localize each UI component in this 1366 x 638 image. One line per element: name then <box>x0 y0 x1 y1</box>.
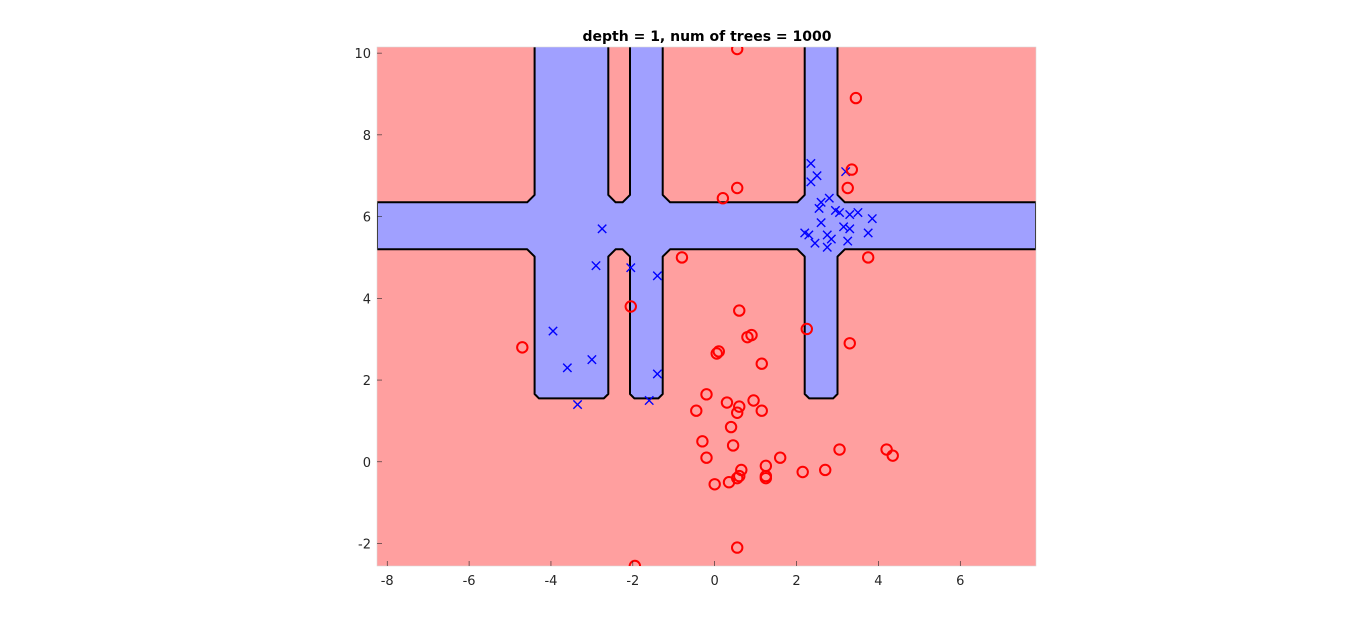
data-point-x <box>863 228 873 238</box>
data-point-o <box>731 47 744 56</box>
data-point-x <box>845 224 855 234</box>
data-point-x <box>816 197 826 207</box>
x-tick-label: -2 <box>626 574 639 589</box>
data-point-o <box>796 465 809 479</box>
data-point-o <box>722 476 736 489</box>
x-tick-label: 4 <box>874 574 882 589</box>
data-point-x <box>562 363 573 373</box>
data-point-o <box>720 396 734 409</box>
data-point-o <box>730 406 744 419</box>
x-axis: -8 -6 -4 -2 0 2 4 6 <box>381 561 964 589</box>
data-point-o <box>696 435 709 448</box>
data-point-o <box>708 478 721 491</box>
series-o <box>516 47 899 566</box>
data-point-x <box>843 236 853 246</box>
data-point-o <box>716 192 730 205</box>
data-point-x <box>806 158 816 169</box>
x-tick-label: 2 <box>792 574 800 589</box>
data-point-x <box>826 234 837 244</box>
data-point-x <box>548 326 558 336</box>
data-point-x <box>626 262 636 273</box>
data-point-o <box>733 400 746 413</box>
plot-area <box>376 46 1037 567</box>
data-point-o <box>628 559 642 566</box>
data-point-o <box>800 322 813 336</box>
data-point-x <box>652 271 663 281</box>
data-point-o <box>845 163 859 176</box>
y-tick-label: 10 <box>354 47 371 62</box>
x-tick-label: -8 <box>381 574 394 589</box>
data-point-o <box>700 388 713 401</box>
data-point-x <box>845 209 855 220</box>
data-point-x <box>810 238 820 248</box>
data-point-o <box>675 251 689 264</box>
series-x <box>548 158 877 410</box>
markers <box>516 47 899 566</box>
data-point-o <box>759 471 773 485</box>
data-point-x <box>816 218 826 228</box>
data-point-o <box>730 181 744 195</box>
x-tick-label: 6 <box>956 574 964 589</box>
class-region-o <box>377 47 1036 566</box>
data-point-o <box>755 357 768 370</box>
data-point-o <box>733 469 746 483</box>
x-tick-label: -4 <box>544 574 557 589</box>
data-point-x <box>814 203 824 214</box>
data-point-o <box>700 451 713 464</box>
data-point-o <box>690 404 703 417</box>
data-point-x <box>587 354 597 365</box>
data-point-o <box>624 300 637 313</box>
x-tick-label: -6 <box>463 574 476 589</box>
decision-region-x <box>377 47 1036 400</box>
data-point-o <box>880 443 893 456</box>
data-point-o <box>833 443 846 456</box>
data-point-o <box>745 328 758 342</box>
data-point-o <box>849 91 863 105</box>
y-tick-label: 8 <box>363 129 371 144</box>
y-tick-label: -2 <box>358 538 371 553</box>
data-point-x <box>806 177 816 187</box>
data-point-o <box>819 463 832 477</box>
data-point-o <box>730 541 744 554</box>
data-point-o <box>516 341 529 354</box>
data-point-x <box>804 230 814 240</box>
data-point-x <box>853 207 863 218</box>
data-point-o <box>712 345 725 358</box>
data-point-x <box>597 224 607 234</box>
y-axis: -2 0 2 4 6 8 10 <box>354 47 382 553</box>
data-point-x <box>824 193 834 203</box>
plot-frame <box>376 46 1037 567</box>
y-tick-label: 4 <box>363 292 371 307</box>
data-point-o <box>710 347 723 360</box>
data-point-o <box>841 181 854 195</box>
data-point-x <box>838 222 849 232</box>
data-point-x <box>644 395 654 406</box>
data-point-x <box>652 369 663 379</box>
y-tick-label: 0 <box>363 456 371 471</box>
data-point-o <box>755 404 768 417</box>
data-point-o <box>747 394 760 407</box>
data-point-o <box>861 251 875 264</box>
chart-title: depth = 1, num of trees = 1000 <box>583 29 832 45</box>
data-point-x <box>867 213 877 224</box>
data-point-o <box>773 451 787 464</box>
y-tick-label: 6 <box>363 211 371 226</box>
x-tick-label: 0 <box>711 574 719 589</box>
data-point-x <box>822 242 832 252</box>
data-point-o <box>843 337 856 350</box>
data-point-o <box>726 439 740 452</box>
data-point-o <box>724 420 738 434</box>
data-point-x <box>834 207 845 218</box>
data-point-x <box>572 399 583 410</box>
data-point-o <box>886 449 899 462</box>
y-tick-label: 2 <box>363 374 371 389</box>
data-point-o <box>733 304 746 317</box>
data-point-x <box>591 260 601 271</box>
